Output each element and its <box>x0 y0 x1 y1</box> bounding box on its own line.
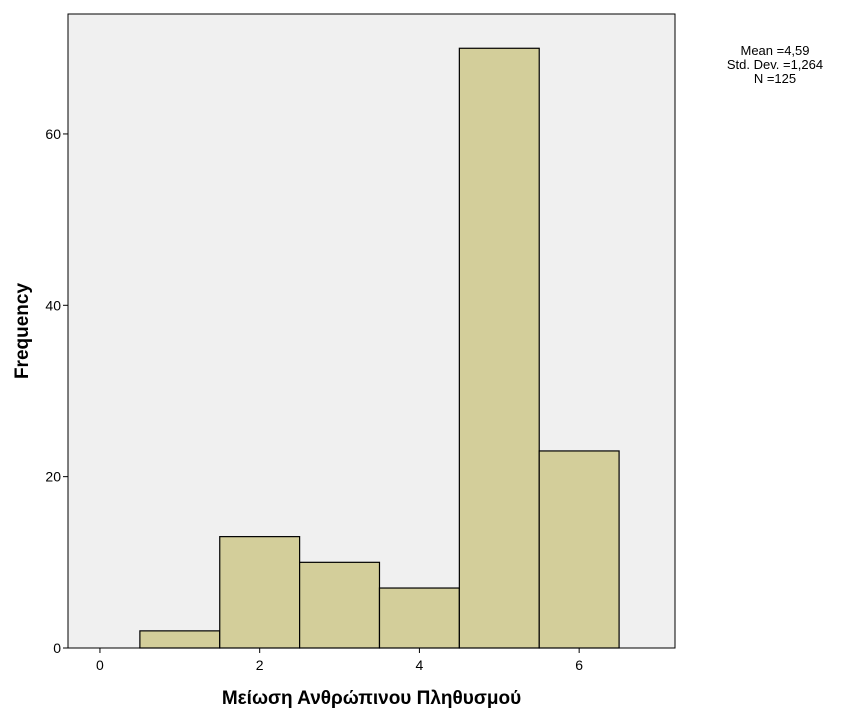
y-axis-title: Frequency <box>12 283 33 380</box>
x-axis-title: Μείωση Ανθρώπινου Πληθυσμού <box>222 688 521 709</box>
x-tick-label-0: 0 <box>96 657 104 673</box>
x-tick-label-6: 6 <box>575 657 583 673</box>
histogram-bar-5 <box>458 47 540 649</box>
histogram-bar-1 <box>139 630 221 649</box>
histogram-bar-2 <box>219 536 301 649</box>
histogram-bar-4 <box>378 587 460 649</box>
y-tick-label-60: 60 <box>45 126 61 142</box>
stats-std-dev: Std. Dev. =1,264 <box>726 57 824 72</box>
histogram-bar-6 <box>538 450 620 649</box>
y-tick-label-20: 20 <box>45 469 61 485</box>
stats-mean: Mean =4,59 <box>740 43 810 58</box>
axes-group: 0 20 40 60 0 2 4 6 <box>45 126 583 673</box>
y-tick-label-40: 40 <box>45 297 61 313</box>
x-tick-label-2: 2 <box>256 657 264 673</box>
bars-group <box>139 47 620 649</box>
histogram-bar-3 <box>299 561 381 649</box>
stats-box: Mean =4,59 Std. Dev. =1,264 N =125 <box>700 44 845 86</box>
x-tick-label-4: 4 <box>416 657 424 673</box>
y-tick-label-0: 0 <box>53 640 61 656</box>
stats-n: N =125 <box>753 71 797 86</box>
